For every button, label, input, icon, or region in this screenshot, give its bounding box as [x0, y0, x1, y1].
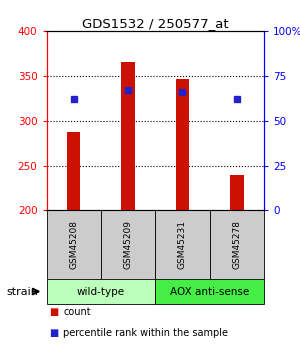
Bar — [46, 210, 101, 279]
Text: AOX anti-sense: AOX anti-sense — [170, 287, 249, 296]
Bar — [155, 279, 264, 304]
Text: wild-type: wild-type — [77, 287, 125, 296]
Text: strain: strain — [6, 287, 38, 296]
Text: GSM45208: GSM45208 — [69, 220, 78, 269]
Bar — [230, 175, 244, 210]
Text: GSM45278: GSM45278 — [232, 220, 241, 269]
Bar — [176, 79, 189, 210]
Text: count: count — [63, 307, 91, 317]
Title: GDS1532 / 250577_at: GDS1532 / 250577_at — [82, 17, 229, 30]
Bar — [210, 210, 264, 279]
Text: GSM45231: GSM45231 — [178, 220, 187, 269]
Bar — [121, 62, 135, 210]
Bar — [101, 210, 155, 279]
Text: ■: ■ — [50, 307, 59, 317]
Bar — [155, 210, 210, 279]
Bar — [67, 132, 80, 210]
Text: GSM45209: GSM45209 — [124, 220, 133, 269]
Bar — [46, 279, 155, 304]
Text: ■: ■ — [50, 328, 59, 338]
Text: percentile rank within the sample: percentile rank within the sample — [63, 328, 228, 338]
